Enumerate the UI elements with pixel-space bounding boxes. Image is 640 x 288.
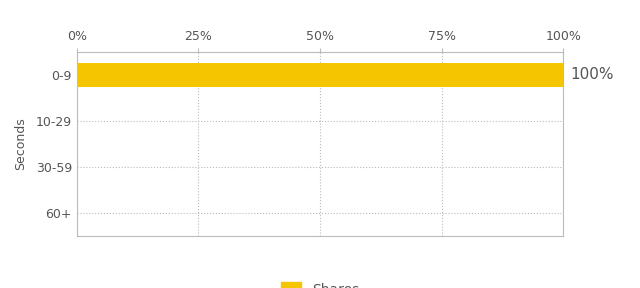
Text: 100%: 100% — [570, 67, 614, 82]
Legend: Shares: Shares — [276, 276, 364, 288]
Y-axis label: Seconds: Seconds — [14, 118, 28, 170]
Bar — [77, 63, 563, 87]
